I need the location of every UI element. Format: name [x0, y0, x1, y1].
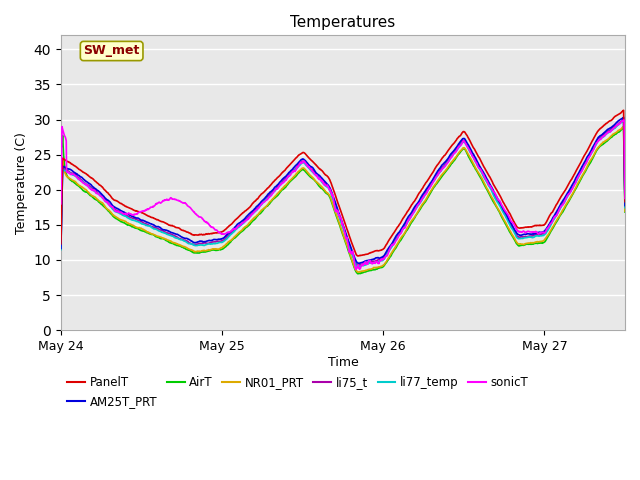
X-axis label: Time: Time	[328, 356, 358, 369]
Title: Temperatures: Temperatures	[291, 15, 396, 30]
Legend: PanelT, AM25T_PRT, AirT, NR01_PRT, li75_t, li77_temp, sonicT: PanelT, AM25T_PRT, AirT, NR01_PRT, li75_…	[63, 372, 533, 413]
Text: SW_met: SW_met	[83, 45, 140, 58]
Y-axis label: Temperature (C): Temperature (C)	[15, 132, 28, 234]
